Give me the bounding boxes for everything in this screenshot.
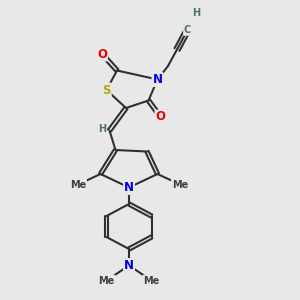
Text: S: S (102, 83, 111, 97)
Text: N: N (124, 259, 134, 272)
Text: C: C (184, 25, 191, 35)
Text: O: O (97, 47, 107, 61)
Text: H: H (98, 124, 106, 134)
Text: N: N (152, 73, 163, 86)
Text: Me: Me (172, 179, 188, 190)
Text: Me: Me (70, 179, 86, 190)
Text: O: O (155, 110, 166, 124)
Text: N: N (124, 181, 134, 194)
Text: Me: Me (98, 275, 115, 286)
Text: Me: Me (143, 275, 160, 286)
Text: H: H (192, 8, 201, 19)
